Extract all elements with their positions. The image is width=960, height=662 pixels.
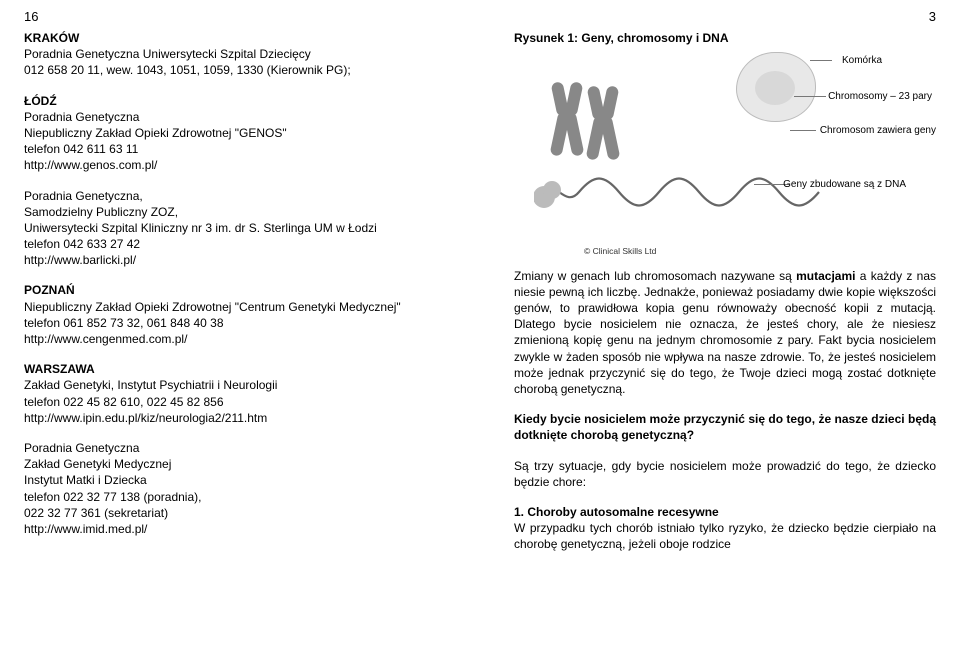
text-bold: mutacjami <box>796 269 855 283</box>
leader-line <box>794 96 826 97</box>
text-line: telefon 061 852 73 32, 061 848 40 38 <box>24 315 436 331</box>
text-line: http://www.genos.com.pl/ <box>24 157 436 173</box>
text-line: Poradnia Genetyczna Uniwersytecki Szpita… <box>24 46 436 62</box>
leader-line <box>810 60 832 61</box>
entry-lodz-1: ŁÓDŹ Poradnia Genetyczna Niepubliczny Za… <box>24 93 436 174</box>
list-heading-1: 1. Choroby autosomalne recesywne <box>514 504 936 520</box>
body-paragraph-3: W przypadku tych chorób istniało tylko r… <box>514 520 936 552</box>
cell-nucleus <box>755 71 795 105</box>
body-paragraph-2: Są trzy sytuacje, gdy bycie nosicielem m… <box>514 458 936 490</box>
text-line: Niepubliczny Zakład Opieki Zdrowotnej "G… <box>24 125 436 141</box>
text-line: 012 658 20 11, wew. 1043, 1051, 1059, 13… <box>24 62 436 78</box>
text-line: Poradnia Genetyczna, <box>24 188 436 204</box>
text-line: Zakład Genetyki Medycznej <box>24 456 436 472</box>
figure-label-zawiera: Chromosom zawiera geny <box>820 124 936 138</box>
city-heading: WARSZAWA <box>24 361 436 377</box>
figure-label-geny: Geny zbudowane są z DNA <box>783 178 906 192</box>
page-number-right: 3 <box>929 8 936 26</box>
figure-title: Rysunek 1: Geny, chromosomy i DNA <box>514 30 936 46</box>
text-line: http://www.cengenmed.com.pl/ <box>24 331 436 347</box>
text-line: telefon 042 611 63 11 <box>24 141 436 157</box>
subheading-question: Kiedy bycie nosicielem może przyczynić s… <box>514 411 936 443</box>
cell-shape <box>736 52 816 122</box>
entry-warszawa-2: Poradnia Genetyczna Zakład Genetyki Medy… <box>24 440 436 537</box>
entry-krakow: KRAKÓW Poradnia Genetyczna Uniwersytecki… <box>24 30 436 79</box>
text-line: Poradnia Genetyczna <box>24 440 436 456</box>
right-column: Rysunek 1: Geny, chromosomy i DNA Komórk… <box>480 0 960 662</box>
figure-label-komorka: Komórka <box>842 54 882 68</box>
city-heading: KRAKÓW <box>24 30 436 46</box>
city-heading: ŁÓDŹ <box>24 93 436 109</box>
text-line: Zakład Genetyki, Instytut Psychiatrii i … <box>24 377 436 393</box>
page-number-left: 16 <box>24 8 38 26</box>
text-run: Zmiany w genach lub chromosomach nazywan… <box>514 269 796 283</box>
left-column: KRAKÓW Poradnia Genetyczna Uniwersytecki… <box>0 0 480 662</box>
figure-diagram: Komórka Chromosomy – 23 pary Chromosom z… <box>514 52 936 232</box>
text-line: Uniwersytecki Szpital Kliniczny nr 3 im.… <box>24 220 436 236</box>
city-heading: POZNAŃ <box>24 282 436 298</box>
text-line: Instytut Matki i Dziecka <box>24 472 436 488</box>
text-line: telefon 042 633 27 42 <box>24 236 436 252</box>
leader-line <box>790 130 816 131</box>
body-paragraph-1: Zmiany w genach lub chromosomach nazywan… <box>514 268 936 398</box>
text-line: Poradnia Genetyczna <box>24 109 436 125</box>
text-line: http://www.imid.med.pl/ <box>24 521 436 537</box>
text-line: http://www.ipin.edu.pl/kiz/neurologia2/2… <box>24 410 436 426</box>
entry-lodz-2: Poradnia Genetyczna, Samodzielny Publicz… <box>24 188 436 269</box>
text-line: 022 32 77 361 (sekretariat) <box>24 505 436 521</box>
text-line: telefon 022 45 82 610, 022 45 82 856 <box>24 394 436 410</box>
text-line: Samodzielny Publiczny ZOZ, <box>24 204 436 220</box>
text-line: http://www.barlicki.pl/ <box>24 252 436 268</box>
text-line: Niepubliczny Zakład Opieki Zdrowotnej "C… <box>24 299 436 315</box>
entry-warszawa-1: WARSZAWA Zakład Genetyki, Instytut Psych… <box>24 361 436 426</box>
text-line: telefon 022 32 77 138 (poradnia), <box>24 489 436 505</box>
text-run: a każdy z nas niesie pewną ich liczbę. J… <box>514 269 936 396</box>
entry-poznan: POZNAŃ Niepubliczny Zakład Opieki Zdrowo… <box>24 282 436 347</box>
figure-copyright: © Clinical Skills Ltd <box>584 246 936 257</box>
figure-label-chromosomy: Chromosomy – 23 pary <box>828 90 932 104</box>
